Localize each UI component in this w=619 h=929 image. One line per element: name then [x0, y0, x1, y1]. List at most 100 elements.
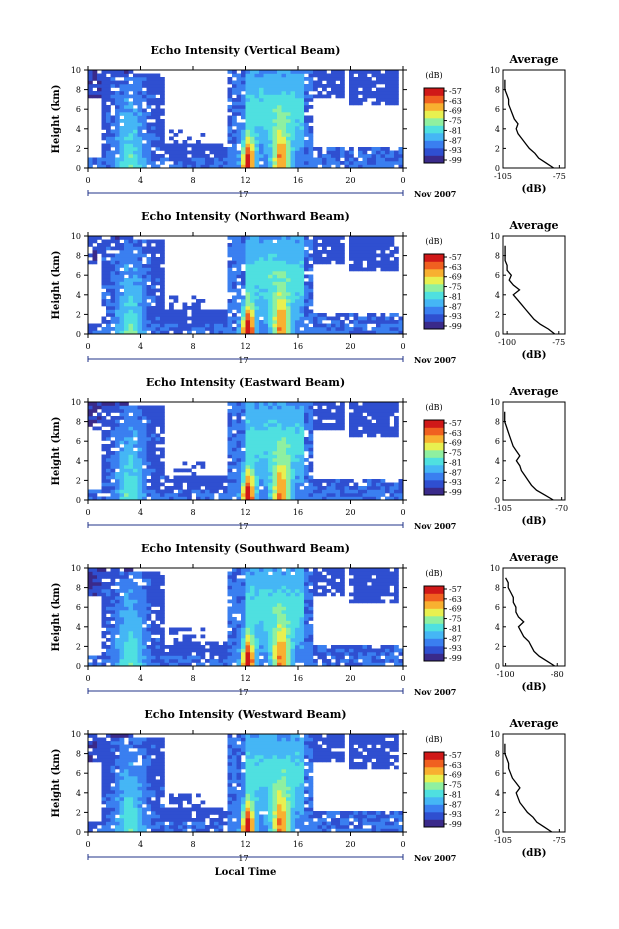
- heatmap-cell: [101, 299, 107, 303]
- heatmap-cell: [299, 447, 305, 452]
- heatmap-cell: [389, 84, 395, 88]
- heatmap-cell: [119, 316, 125, 321]
- heatmap-cell: [313, 409, 318, 413]
- heatmap-cell: [344, 479, 350, 483]
- heatmap-cell: [101, 419, 107, 424]
- heatmap-cell: [232, 129, 237, 134]
- heatmap-cell: [277, 402, 282, 406]
- heatmap-cell: [380, 150, 386, 155]
- heatmap-cell: [124, 486, 129, 490]
- heatmap-cell: [277, 589, 282, 593]
- heatmap-cell: [232, 260, 237, 265]
- heatmap-cell: [362, 246, 368, 251]
- heatmap-cell: [200, 465, 206, 469]
- heatmap-cell: [317, 250, 323, 254]
- heatmap-cell: [259, 302, 264, 307]
- heatmap-cell: [272, 264, 278, 268]
- heatmap-cell: [178, 327, 183, 331]
- colorbar-tick-label: -63: [449, 263, 462, 272]
- heatmap-cell: [115, 409, 120, 413]
- heatmap-cell: [142, 405, 147, 410]
- heatmap-cell: [250, 582, 255, 586]
- heatmap-cell: [101, 105, 107, 109]
- heatmap-cell: [241, 599, 246, 604]
- colorbar-swatch: [424, 140, 444, 149]
- heatmap-cell: [110, 133, 116, 137]
- heatmap-cell: [353, 246, 359, 251]
- heatmap-cell: [281, 250, 287, 254]
- heatmap-cell: [317, 161, 323, 165]
- heatmap-cell: [137, 627, 143, 632]
- heatmap-cell: [272, 80, 278, 85]
- heatmap-cell: [263, 98, 269, 102]
- heatmap-cell: [164, 316, 170, 321]
- heatmap-cell: [232, 285, 237, 289]
- colorbar-swatch: [424, 472, 444, 481]
- heatmap-cell: [106, 313, 111, 317]
- heatmap-cell: [92, 323, 98, 328]
- heatmap-cell: [241, 486, 246, 490]
- heatmap-cell: [142, 316, 147, 321]
- heatmap-cell: [277, 239, 282, 244]
- avg-y-tick-label: 10: [490, 66, 500, 75]
- heatmap-cell: [353, 239, 359, 244]
- heatmap-cell: [394, 260, 399, 265]
- heatmap-cell: [115, 285, 120, 289]
- heatmap-cell: [277, 634, 282, 639]
- heatmap-cell: [151, 465, 156, 469]
- heatmap-cell: [322, 236, 327, 240]
- heatmap-cell: [376, 77, 381, 81]
- heatmap-cell: [236, 91, 242, 95]
- heatmap-cell: [200, 482, 206, 487]
- heatmap-cell: [290, 313, 296, 317]
- heatmap-cell: [106, 599, 111, 604]
- heatmap-cell: [232, 119, 237, 123]
- heatmap-cell: [133, 405, 138, 410]
- heatmap-cell: [245, 292, 251, 296]
- y-tick-label: 2: [76, 310, 81, 319]
- heatmap-cell: [137, 150, 143, 155]
- heatmap-cell: [97, 571, 102, 576]
- heatmap-cell: [245, 260, 251, 265]
- heatmap-cell: [110, 627, 116, 632]
- heatmap-cell: [308, 648, 314, 653]
- heatmap-cell: [128, 87, 134, 92]
- heatmap-cell: [115, 465, 120, 469]
- heatmap-cell: [371, 161, 377, 165]
- heatmap-cell: [232, 84, 237, 88]
- heatmap-cell: [394, 94, 399, 99]
- heatmap-cell: [286, 447, 291, 452]
- heatmap-cell: [178, 161, 183, 165]
- heatmap-cell: [232, 133, 237, 137]
- heatmap-cell: [241, 589, 246, 593]
- heatmap-cell: [146, 465, 152, 469]
- heatmap-cell: [299, 94, 305, 99]
- heatmap-cell: [268, 136, 273, 141]
- heatmap-cell: [241, 426, 246, 431]
- heatmap-cell: [290, 164, 296, 169]
- heatmap-cell: [326, 327, 332, 331]
- heatmap-cell: [119, 585, 125, 590]
- heatmap-cell: [277, 648, 282, 653]
- heatmap-cell: [101, 278, 107, 282]
- y-tick-label: 4: [76, 291, 81, 300]
- heatmap-cell: [245, 323, 251, 328]
- heatmap-cell: [227, 285, 233, 289]
- heatmap-cell: [142, 575, 147, 579]
- heatmap-cell: [380, 87, 386, 92]
- heatmap-cell: [272, 260, 278, 265]
- heatmap-cell: [137, 119, 143, 123]
- heatmap-cell: [313, 402, 318, 406]
- heatmap-cell: [232, 108, 237, 113]
- heatmap-cell: [272, 309, 278, 314]
- heatmap-cell: [110, 659, 116, 663]
- heatmap-cell: [281, 575, 287, 579]
- heatmap-cell: [286, 405, 291, 410]
- heatmap-cell: [277, 274, 282, 279]
- heatmap-cell: [124, 568, 129, 572]
- colorbar-tick-label: -63: [449, 429, 462, 438]
- heatmap-cell: [115, 147, 120, 151]
- heatmap-cell: [160, 98, 165, 102]
- heatmap-cell: [160, 309, 165, 314]
- avg-profile-line: [504, 79, 555, 169]
